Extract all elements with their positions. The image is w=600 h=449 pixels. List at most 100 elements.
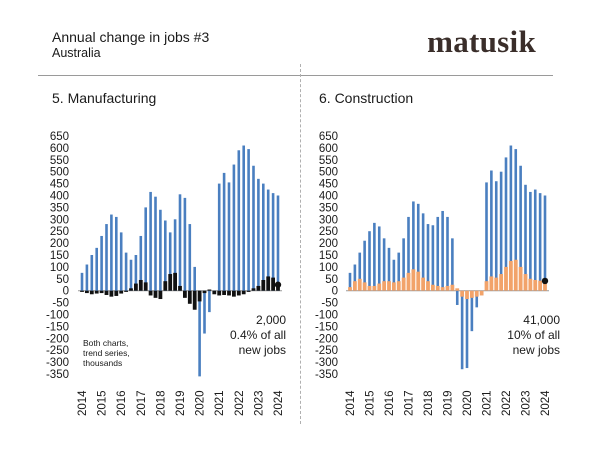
total-jobs-bar — [460, 290, 464, 370]
total-jobs-bar — [105, 224, 108, 291]
sector-bar — [256, 285, 261, 291]
y-tick-label: -300 — [46, 357, 69, 369]
y-tick-label: 500 — [319, 167, 338, 179]
panel-title-2: 6. Construction — [319, 90, 413, 106]
sector-bar — [109, 290, 114, 297]
chart-title: Annual change in jobs #3 — [52, 29, 210, 45]
total-jobs-bar — [436, 216, 440, 291]
sector-bar — [192, 290, 197, 310]
sector-bar — [163, 281, 168, 291]
sector-bar — [266, 276, 271, 291]
sector-bar — [114, 290, 119, 296]
total-jobs-bar — [363, 240, 366, 291]
sector-bar — [80, 290, 84, 292]
x-tick-label: 2018 — [423, 390, 435, 416]
total-jobs-bar — [159, 209, 162, 291]
y-tick-label: 650 — [319, 131, 338, 143]
sector-bar — [508, 260, 513, 291]
sector-bar — [129, 288, 133, 291]
sector-bar — [538, 280, 543, 291]
total-jobs-bar — [407, 216, 410, 291]
sector-bar — [89, 290, 94, 295]
sector-bar — [227, 290, 231, 296]
x-tick-label: 2014 — [345, 390, 357, 416]
sector-bar — [124, 290, 128, 292]
sector-bar — [523, 274, 528, 291]
y-tick-label: 550 — [319, 155, 338, 167]
total-jobs-bar — [276, 195, 280, 291]
y-tick-label: 50 — [325, 274, 338, 286]
sector-bar — [489, 276, 494, 291]
total-jobs-bar — [465, 290, 469, 369]
sector-bar — [236, 290, 241, 296]
sector-bar — [251, 288, 256, 291]
total-jobs-bar — [198, 290, 201, 377]
y-tick-label: -200 — [46, 333, 69, 345]
chart-subtitle: Australia — [52, 46, 101, 60]
sector-bar — [469, 290, 474, 298]
x-tick-label: 2017 — [404, 390, 416, 416]
total-jobs-bar — [538, 193, 542, 291]
sector-bar — [138, 279, 143, 291]
total-jobs-bar — [139, 235, 143, 291]
sector-bar — [450, 284, 455, 291]
total-jobs-bar — [173, 219, 177, 291]
total-jobs-bar — [382, 238, 386, 291]
sector-bar — [357, 278, 362, 291]
x-tick-label: 2020 — [462, 390, 474, 416]
total-jobs-bar — [470, 290, 474, 332]
total-jobs-bar — [499, 171, 503, 291]
total-jobs-bar — [183, 197, 187, 291]
x-tick-label: 2019 — [443, 390, 455, 416]
header-rule — [38, 75, 553, 76]
x-tick-label: 2022 — [234, 390, 246, 416]
total-jobs-bar — [504, 157, 508, 291]
total-jobs-bar — [421, 213, 425, 291]
sector-bar — [187, 290, 192, 304]
y-tick-label: -100 — [315, 310, 338, 322]
total-jobs-bar — [90, 255, 94, 291]
y-tick-label: -50 — [52, 298, 69, 310]
sector-bar — [518, 266, 523, 291]
y-tick-label: 300 — [50, 214, 69, 226]
sector-bar — [465, 290, 469, 300]
total-jobs-bar — [412, 201, 415, 291]
total-jobs-bar — [217, 183, 221, 291]
x-tick-label: 2020 — [195, 390, 207, 416]
total-jobs-bar — [431, 225, 435, 291]
y-tick-label: 100 — [319, 262, 338, 274]
sector-bar — [504, 266, 508, 291]
y-tick-label: -300 — [315, 357, 338, 369]
total-jobs-bar — [203, 290, 206, 334]
total-jobs-bar — [134, 255, 138, 291]
total-jobs-bar — [188, 224, 192, 291]
panel-divider — [300, 64, 301, 424]
x-tick-label: 2023 — [521, 390, 533, 416]
y-tick-label: 50 — [56, 274, 69, 286]
total-jobs-bar — [451, 238, 454, 291]
y-tick-label: 200 — [50, 238, 69, 250]
total-jobs-bar — [426, 224, 430, 291]
sector-bar — [543, 280, 547, 291]
total-jobs-bar — [129, 259, 133, 291]
x-tick-label: 2023 — [253, 390, 265, 416]
total-jobs-bar — [446, 216, 449, 291]
x-tick-label: 2014 — [77, 390, 89, 416]
sector-bar — [271, 277, 275, 291]
sector-bar — [455, 288, 460, 291]
y-tick-label: 600 — [50, 143, 69, 155]
total-jobs-bar — [485, 182, 488, 291]
sector-bar — [217, 290, 222, 296]
y-tick-label: -150 — [46, 321, 69, 333]
sector-bar — [440, 287, 445, 291]
y-tick-label: -50 — [321, 298, 338, 310]
sector-bar — [416, 271, 421, 291]
y-tick-label: -200 — [315, 333, 338, 345]
sector-bar — [99, 290, 104, 294]
y-tick-label: 250 — [50, 226, 69, 238]
total-jobs-bar — [509, 145, 513, 291]
sector-bar — [202, 290, 207, 294]
total-jobs-bar — [490, 170, 493, 291]
footnote-text: thousands — [83, 358, 122, 368]
